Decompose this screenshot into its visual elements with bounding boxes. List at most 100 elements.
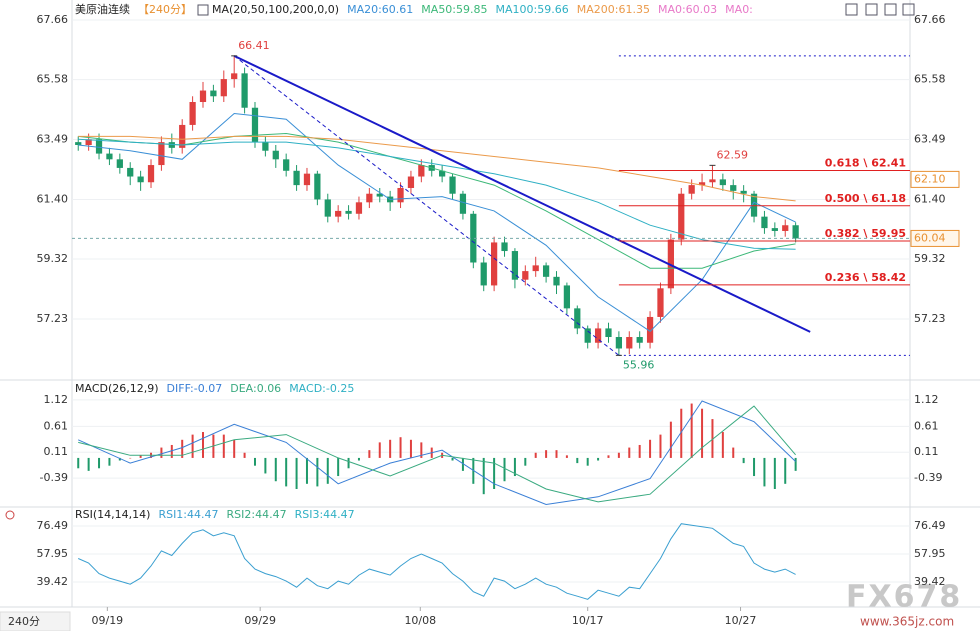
candle-body — [750, 193, 758, 217]
candle-body — [480, 262, 487, 286]
macd-bar — [347, 457, 350, 469]
candle-body — [137, 176, 144, 183]
x-tick-label: 10/08 — [404, 614, 436, 627]
candle-body — [127, 167, 134, 177]
macd-bar — [181, 439, 184, 458]
candle-body — [761, 216, 768, 229]
candle-body — [459, 193, 467, 214]
legend-entry: MA0:60.03 — [658, 3, 717, 16]
price-tag-label: 62.10 — [914, 172, 946, 185]
candle-body — [199, 90, 207, 103]
legend-entry: RSI2:44.47 — [227, 508, 287, 521]
macd-bar — [233, 439, 236, 458]
icon-button[interactable] — [845, 3, 858, 16]
macd-bar — [77, 457, 80, 469]
indicator-label: MACD(26,12,9) — [75, 382, 159, 395]
macd-bar — [493, 457, 496, 489]
y-tick-label: 65.58 — [37, 73, 69, 86]
candle-body — [678, 193, 685, 240]
macd-bar — [285, 457, 288, 487]
candle-body — [189, 102, 196, 125]
candle-body — [553, 276, 560, 286]
candle-body — [792, 225, 799, 239]
annotation: 66.41 — [238, 39, 270, 52]
candle-body — [626, 337, 633, 349]
candle-body — [75, 142, 82, 145]
series-line — [78, 112, 796, 332]
y-tick-label-right: 0.11 — [914, 445, 939, 458]
candle-body — [449, 176, 456, 194]
legend-entry: RSI3:44.47 — [295, 508, 355, 521]
candle-body — [605, 328, 612, 338]
candle-body — [210, 90, 217, 97]
price-tag-label: 60.04 — [914, 231, 946, 244]
macd-bar — [409, 439, 412, 458]
candle-body — [574, 308, 581, 329]
candle-body — [158, 142, 165, 166]
candle-body — [740, 190, 747, 194]
candle-body — [355, 202, 363, 214]
macd-bar — [545, 450, 548, 458]
candle-body — [657, 288, 664, 317]
icon-button[interactable] — [865, 3, 878, 16]
legend-entry: MACD:-0.25 — [289, 382, 354, 395]
x-tick-label: 09/19 — [91, 614, 123, 627]
y-tick-label: 63.49 — [37, 133, 69, 146]
x-tick-label: 10/27 — [725, 614, 757, 627]
candle-body — [688, 185, 695, 194]
macd-bar — [139, 455, 142, 458]
macd-bar — [316, 457, 319, 487]
fib-label: 0.618 \ 62.41 — [825, 157, 906, 170]
indicator-label: MA(20,50,100,200,0,0) — [212, 3, 339, 16]
fib-label: 0.236 \ 58.42 — [825, 271, 906, 284]
candle-body — [771, 228, 778, 231]
candle-body — [615, 337, 623, 349]
macd-bar — [461, 457, 464, 471]
candle-body — [418, 165, 425, 177]
interval-footer[interactable]: 240分 — [8, 615, 40, 628]
y-tick-label-right: 63.49 — [914, 133, 946, 146]
candle-body — [262, 142, 269, 151]
candle-body — [168, 142, 175, 148]
trend-line — [233, 55, 620, 356]
macd-bar — [357, 457, 360, 461]
toolbar-icons[interactable] — [845, 3, 915, 16]
x-tick-label: 10/17 — [572, 614, 604, 627]
macd-bar — [690, 403, 693, 458]
series-line — [78, 132, 796, 269]
interval-box[interactable] — [0, 611, 71, 631]
macd-bar — [701, 408, 704, 458]
candle-body — [501, 242, 508, 252]
macd-bar — [607, 455, 610, 458]
watermark: FX678 — [846, 580, 962, 615]
candle-body — [709, 179, 716, 183]
candle-body — [293, 170, 300, 186]
candle-body — [366, 193, 373, 203]
macd-bar — [742, 457, 745, 464]
candle-body — [511, 251, 519, 280]
watermark-url: www.365jz.com — [860, 615, 954, 629]
macd-bar — [118, 457, 121, 461]
legend-entry: MA20:60.61 — [347, 3, 413, 16]
macd-bar — [534, 452, 537, 458]
macd-bar — [264, 457, 267, 474]
y-tick-label: 61.40 — [37, 192, 69, 205]
macd-bar — [565, 455, 568, 458]
candle-body — [106, 153, 113, 160]
candle-body — [636, 337, 643, 343]
series-line — [78, 135, 796, 202]
fib-label: 0.382 \ 59.95 — [825, 227, 906, 240]
y-tick-label: 76.49 — [37, 519, 69, 532]
macd-bar — [98, 457, 101, 469]
macd-bar — [732, 447, 735, 458]
icon-button[interactable] — [902, 3, 915, 16]
candle-body — [314, 173, 321, 200]
legend-entry: RSI1:44.47 — [158, 508, 218, 521]
series-line — [77, 400, 796, 506]
settings-icon[interactable] — [5, 510, 15, 520]
macd-bar — [763, 457, 766, 487]
annotation: 55.96 — [623, 358, 655, 371]
icon-button[interactable] — [884, 3, 897, 16]
candle-body — [542, 265, 550, 277]
macd-bar — [649, 439, 652, 458]
